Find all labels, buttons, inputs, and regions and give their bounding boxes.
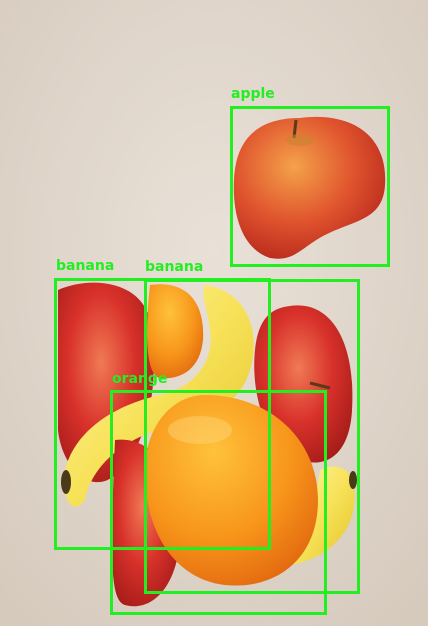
orange-back	[147, 284, 204, 379]
banana-right-tip	[349, 471, 357, 489]
detection-label-orange: orange	[112, 371, 168, 387]
banana-tip	[61, 470, 71, 494]
detection-label-banana-1: banana	[56, 258, 115, 274]
orange-main	[144, 395, 318, 586]
apple-top	[233, 116, 386, 259]
detection-label-apple: apple	[231, 86, 275, 102]
detection-box-orange	[110, 390, 327, 615]
detection-box-banana-2	[144, 279, 360, 594]
detection-box-apple	[230, 106, 390, 267]
detection-label-banana-2: banana	[145, 259, 204, 275]
